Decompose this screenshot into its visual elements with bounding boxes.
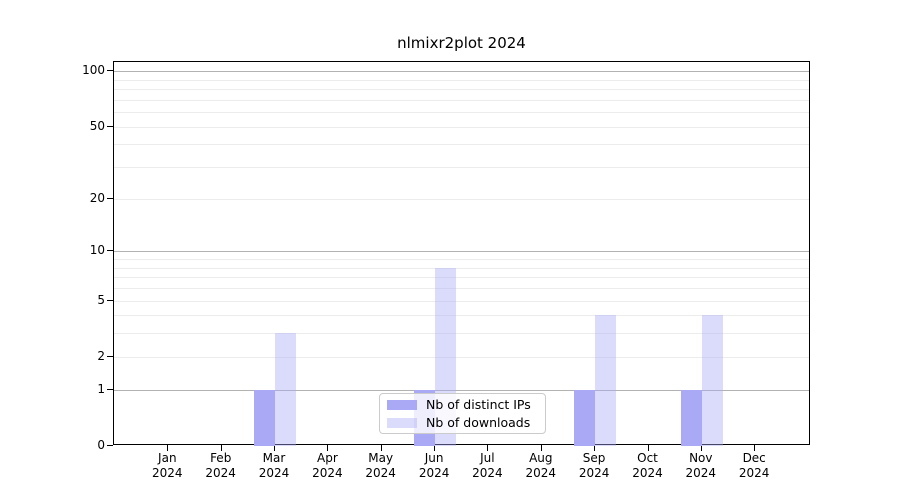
y-tick-label-1: 1	[97, 381, 105, 396]
legend-label: Nb of downloads	[426, 414, 531, 430]
gridline-minor-7	[114, 277, 809, 279]
x-tick-label-mar: Mar 2024	[258, 451, 290, 480]
x-tick-sep	[594, 445, 596, 451]
gridline-major-10	[114, 251, 809, 253]
gridline-minor-60	[114, 112, 809, 114]
x-tick-label-jan: Jan 2024	[152, 451, 183, 480]
x-tick-label-nov: Nov 2024	[685, 451, 717, 480]
x-tick-label-oct: Oct 2024	[632, 451, 663, 480]
x-tick-jan	[167, 445, 169, 451]
x-tick-may	[380, 445, 382, 451]
gridline-minor-6	[114, 288, 809, 289]
x-tick-nov	[700, 445, 702, 451]
x-tick-label-feb: Feb 2024	[205, 451, 236, 480]
gridline-minor-40	[114, 144, 809, 146]
x-tick-label-may: May 2024	[365, 451, 396, 480]
gridline-minor-8	[114, 267, 809, 269]
y-tick-100	[107, 70, 113, 72]
y-tick-1	[107, 388, 113, 390]
x-tick-dec	[754, 445, 756, 451]
y-tick-50	[107, 125, 113, 127]
x-tick-label-sep: Sep 2024	[578, 451, 610, 480]
gridline-major-1	[114, 389, 809, 391]
y-tick-10	[107, 250, 113, 252]
y-tick-2	[107, 355, 113, 357]
plot-area: Nb of distinct IPs Nb of downloads	[113, 61, 810, 446]
gridline-minor-20	[114, 198, 809, 200]
x-tick-label-jun: Jun 2024	[418, 451, 450, 480]
x-tick-label-aug: Aug 2024	[525, 451, 557, 480]
bar-downloads-mar	[275, 333, 296, 446]
x-tick-label-apr: Apr 2024	[312, 451, 343, 480]
legend: Nb of distinct IPs Nb of downloads	[379, 393, 546, 434]
x-tick-mar	[274, 445, 275, 451]
chart-title: nlmixr2plot 2024	[397, 34, 526, 52]
gridline-minor-50	[114, 126, 809, 128]
gridline-minor-80	[114, 89, 809, 91]
bar-distinct-ips-sep	[574, 389, 596, 446]
y-tick-label-5: 5	[97, 292, 105, 307]
x-tick-apr	[327, 445, 329, 451]
x-tick-label-jul: Jul 2024	[472, 451, 503, 480]
x-tick-aug	[540, 445, 542, 451]
y-tick-label-2: 2	[97, 348, 105, 363]
y-tick-label-100: 100	[82, 63, 105, 78]
x-tick-feb	[220, 445, 222, 451]
gridline-minor-90	[114, 79, 809, 81]
y-tick-label-10: 10	[89, 243, 105, 258]
x-tick-label-dec: Dec 2024	[738, 451, 770, 480]
gridline-minor-30	[114, 167, 809, 169]
legend-item-distinct-ips: Nb of distinct IPs	[387, 396, 538, 412]
x-tick-jul	[487, 445, 489, 451]
legend-swatch-downloads	[387, 417, 417, 428]
bar-distinct-ips-mar	[254, 389, 275, 446]
legend-label: Nb of distinct IPs	[426, 396, 531, 412]
gridline-minor-2	[114, 356, 809, 358]
y-tick-5	[107, 299, 113, 301]
y-tick-label-20: 20	[89, 190, 105, 205]
bar-distinct-ips-nov	[680, 389, 702, 446]
gridline-minor-5	[114, 300, 809, 302]
bar-downloads-sep	[595, 315, 617, 446]
legend-swatch-distinct-ips	[387, 399, 417, 410]
y-tick-20	[107, 197, 113, 199]
gridline-minor-70	[114, 99, 809, 101]
bar-downloads-nov	[701, 315, 723, 446]
y-tick-0	[107, 445, 113, 446]
legend-item-downloads: Nb of downloads	[387, 414, 538, 430]
y-tick-label-50: 50	[89, 118, 105, 133]
x-tick-jun	[434, 445, 436, 451]
gridline-minor-9	[114, 259, 809, 260]
gridline-minor-4	[114, 315, 809, 317]
gridline-minor-3	[114, 333, 809, 335]
x-tick-oct	[647, 445, 649, 451]
y-tick-label-0: 0	[97, 438, 105, 452]
gridline-major-100	[114, 71, 809, 73]
